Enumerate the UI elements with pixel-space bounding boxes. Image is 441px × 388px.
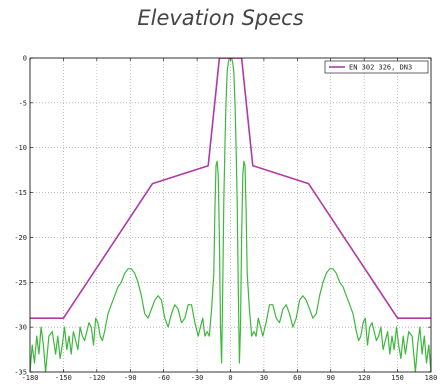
y-tick-label: -30 — [14, 324, 27, 332]
x-tick-label: 120 — [358, 374, 371, 382]
y-tick-label: -25 — [14, 279, 27, 287]
series-group — [30, 58, 431, 372]
legend: EN 302 326, DN3 — [324, 60, 429, 74]
x-tick-label: -30 — [191, 374, 204, 382]
x-tick-label: -90 — [124, 374, 137, 382]
series-line-spec-mask — [30, 58, 431, 320]
x-tick-label: 90 — [327, 374, 335, 382]
x-tick-label: -60 — [157, 374, 170, 382]
y-tick-label: -10 — [14, 144, 27, 152]
legend-box — [324, 60, 429, 74]
x-tick-label: 30 — [260, 374, 268, 382]
x-tick-label: 60 — [293, 374, 301, 382]
x-tick-label: 150 — [391, 374, 404, 382]
x-tick-label: -120 — [88, 374, 105, 382]
y-tick-label: -5 — [19, 99, 27, 107]
chart-title: Elevation Specs — [137, 6, 304, 30]
x-tick-label: -180 — [22, 374, 39, 382]
x-tick-label: 0 — [228, 374, 232, 382]
y-tick-label: 0 — [23, 55, 27, 63]
x-tick-label: 180 — [425, 374, 438, 382]
y-tick-label: -35 — [14, 369, 27, 377]
x-tick-label: -150 — [55, 374, 72, 382]
legend-label: EN 302 326, DN3 — [349, 64, 412, 72]
y-tick-label: -20 — [14, 234, 27, 242]
series-line-pattern — [30, 58, 431, 372]
y-tick-label: -15 — [14, 189, 27, 197]
x-axis-ticks: -180 -150 -120 -90 -60 -30 0 30 60 90 120 150 180 — [22, 58, 438, 382]
y-axis-ticks: 0 -5 -10 -15 -20 -25 -30 -35 — [14, 55, 431, 377]
